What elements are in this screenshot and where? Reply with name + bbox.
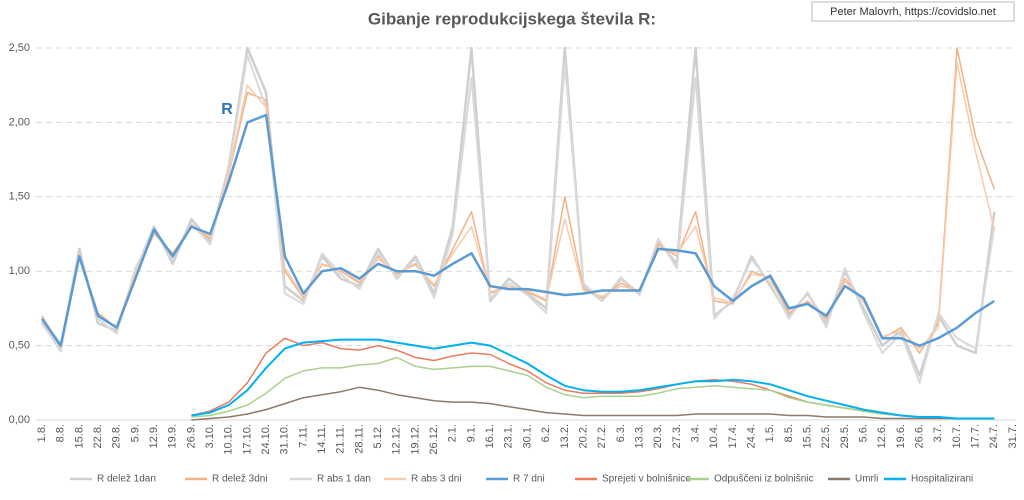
x-tick-label: 13.3. — [633, 424, 645, 448]
x-tick-label: 3.7. — [932, 424, 944, 442]
x-tick-label: 23.1. — [503, 424, 515, 448]
x-tick-label: 27.3. — [671, 424, 683, 448]
y-tick-label: 1,50 — [9, 191, 30, 203]
y-tick-label: 0,00 — [9, 414, 30, 426]
series-line — [191, 386, 995, 421]
x-tick-label: 1.8. — [36, 424, 48, 442]
series-line — [191, 338, 995, 420]
legend-label: Hospitalizirani — [911, 474, 973, 485]
x-tick-label: 27.2. — [596, 424, 608, 448]
x-tick-label: 10.7. — [951, 424, 963, 448]
x-tick-label: 5.6. — [858, 424, 870, 442]
x-tick-label: 16.1. — [484, 424, 496, 448]
x-tick-label: 20.3. — [652, 424, 664, 448]
x-tick-label: 31.7. — [1007, 424, 1019, 448]
author: Peter Malovrh, https://covidslo.net — [830, 6, 996, 18]
chart-title: Gibanje reprodukcijskega števila R: — [368, 9, 656, 28]
legend-label: R delež 1dan — [97, 474, 156, 485]
x-tick-label: 15.5. — [802, 424, 814, 448]
legend-label: Umrli — [855, 474, 878, 485]
x-tick-label: 28.11. — [353, 424, 365, 454]
legend-label: Sprejeti v bolnišnice — [602, 474, 691, 485]
x-tick-label: 9.1. — [465, 424, 477, 442]
x-tick-label: 22.8. — [92, 424, 104, 448]
x-tick-label: 29.8. — [111, 424, 123, 448]
x-tick-label: 19.9. — [167, 424, 179, 448]
x-tick-label: 19.12. — [409, 424, 421, 455]
x-tick-label: 12.9. — [148, 424, 160, 448]
x-tick-label: 17.4. — [727, 424, 739, 448]
x-tick-label: 8.5. — [783, 424, 795, 442]
x-tick-label: 26.12. — [428, 424, 440, 455]
x-tick-label: 29.5. — [839, 424, 851, 448]
x-tick-label: 3.4. — [689, 424, 701, 442]
series-annotation: R — [221, 101, 233, 118]
x-tick-label: 1.5. — [764, 424, 776, 442]
series-line — [40, 113, 995, 347]
x-tick-label: 12.6. — [876, 424, 888, 448]
x-tick-label: 10.10. — [223, 424, 235, 455]
x-tick-label: 20.2. — [577, 424, 589, 448]
author-box — [811, 1, 1015, 22]
x-tick-label: 22.5. — [820, 424, 832, 448]
legend-label: R abs 3 dni — [411, 474, 462, 485]
y-tick-label: 1,00 — [9, 265, 30, 277]
x-tick-label: 24.10. — [260, 424, 272, 455]
y-tick-label: 2,00 — [9, 116, 30, 128]
x-tick-label: 17.10. — [241, 424, 253, 455]
y-tick-label: 0,50 — [9, 340, 30, 352]
y-tick-label: 2,50 — [9, 42, 30, 54]
x-tick-label: 6.2. — [540, 424, 552, 442]
x-tick-label: 10.4. — [708, 424, 720, 448]
x-tick-label: 19.6. — [895, 424, 907, 448]
x-tick-label: 5.9. — [129, 424, 141, 442]
x-tick-label: 17.7. — [970, 424, 982, 448]
x-tick-label: 7.11. — [297, 424, 309, 448]
legend-label: R 7 dni — [513, 474, 545, 485]
legend-label: Odpuščeni iz bolnišnic — [714, 474, 814, 485]
series-line — [191, 356, 995, 420]
x-tick-label: 3.10. — [204, 424, 216, 448]
x-tick-label: 13.2. — [559, 424, 571, 448]
x-tick-label: 8.8. — [55, 424, 67, 442]
x-tick-label: 31.10. — [279, 424, 291, 455]
x-tick-label: 26.6. — [914, 424, 926, 448]
x-tick-label: 12.12. — [391, 424, 403, 455]
x-tick-label: 21.11. — [335, 424, 347, 454]
x-tick-label: 24.4. — [745, 424, 757, 448]
legend-label: R abs 1 dan — [317, 474, 371, 485]
x-tick-label: 15.8. — [73, 424, 85, 448]
x-tick-label: 2.1. — [447, 424, 459, 442]
x-tick-label: 14.11. — [316, 424, 328, 454]
x-tick-label: 5.12. — [372, 424, 384, 448]
x-tick-label: 6.3. — [615, 424, 627, 442]
x-tick-label: 30.1. — [521, 424, 533, 448]
x-tick-label: 24.7. — [988, 424, 1000, 448]
x-tick-label: 26.9. — [185, 424, 197, 448]
legend-label: R delež 3dni — [212, 474, 268, 485]
